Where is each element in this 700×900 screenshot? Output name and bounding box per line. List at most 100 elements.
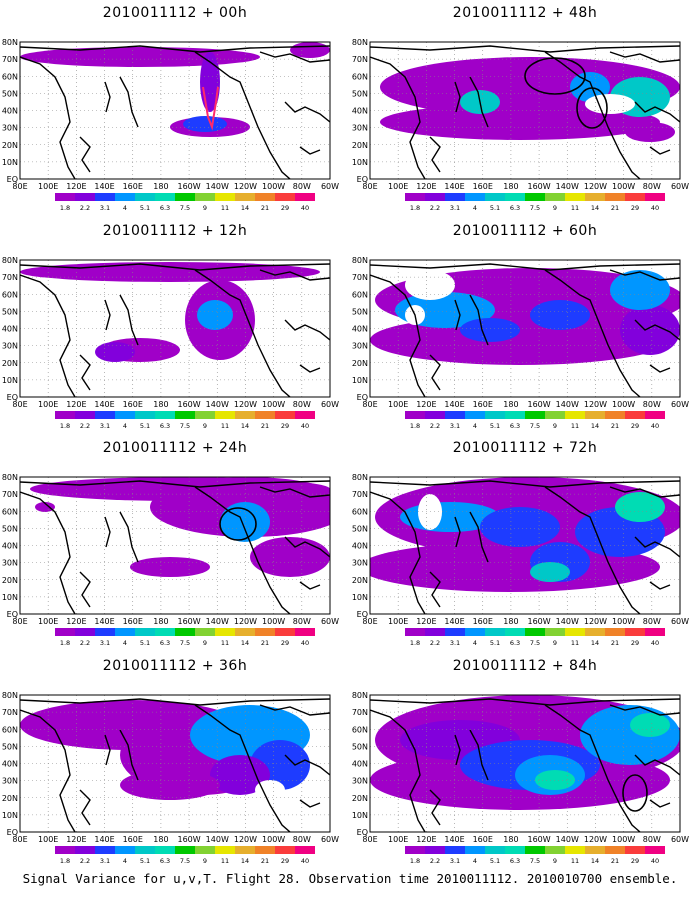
coastline [194, 704, 291, 832]
colorbar-swatch [405, 846, 425, 854]
colorbar-label: 11 [221, 857, 229, 865]
lat-tick-label: 60N [2, 72, 18, 81]
lat-tick-label: 80N [352, 473, 368, 482]
lat-tick-label: 70N [2, 490, 18, 499]
lon-tick-label: 160W [177, 182, 200, 191]
lat-tick-label: 40N [2, 760, 18, 769]
coastline [104, 734, 111, 766]
coastline [454, 734, 461, 766]
lat-tick-label: 20N [2, 141, 18, 150]
lat-tick-label: 20N [352, 794, 368, 803]
lon-tick-label: 80W [293, 835, 311, 844]
lon-tick-label: 180 [153, 400, 168, 409]
colorbar-swatch [485, 628, 505, 636]
coastline [370, 274, 426, 397]
lon-tick-label: 60W [321, 182, 339, 191]
colorbar-swatch [605, 193, 625, 201]
lat-tick-label: 40N [352, 325, 368, 334]
colorbar-swatch [115, 411, 135, 419]
colorbar-swatch [645, 846, 665, 854]
coastline [104, 516, 111, 548]
colorbar-swatch [445, 193, 465, 201]
colorbar-swatch [585, 846, 605, 854]
colorbar-label: 14 [591, 422, 599, 430]
lat-tick-label: 70N [352, 708, 368, 717]
map-frame [19, 259, 331, 398]
coastline [544, 704, 641, 832]
colorbar-swatch [505, 846, 525, 854]
colorbar-swatch [565, 193, 585, 201]
variance-gap [405, 270, 455, 300]
colorbar-label: 21 [261, 422, 269, 430]
colorbar-swatch [625, 846, 645, 854]
coastline [649, 799, 671, 808]
colorbar-label: 6.3 [160, 857, 170, 865]
colorbar-label: 14 [591, 204, 599, 212]
lat-tick-label: 60N [352, 507, 368, 516]
lat-tick-label: 70N [352, 490, 368, 499]
lon-tick-label: 100E [388, 182, 408, 191]
colorbar-label: 7.5 [180, 204, 190, 212]
coastline [284, 754, 330, 776]
colorbar-swatch [235, 846, 255, 854]
colorbar-label: 29 [281, 422, 289, 430]
colorbar-swatch [525, 628, 545, 636]
lat-tick-label: 20N [2, 576, 18, 585]
colorbar-label: 11 [221, 204, 229, 212]
colorbar-label: 3.1 [100, 639, 110, 647]
colorbar-swatch [645, 411, 665, 419]
colorbar-swatch [645, 193, 665, 201]
colorbar-label: 9 [203, 422, 207, 430]
colorbar-swatch [75, 846, 95, 854]
lat-tick-label: 10N [352, 811, 368, 820]
coastline [544, 486, 641, 614]
variance-gap [418, 494, 442, 530]
lon-tick-label: 160E [123, 400, 143, 409]
coastline [104, 299, 111, 331]
lon-tick-label: 100W [262, 617, 285, 626]
colorbar-swatch [605, 628, 625, 636]
coastline [609, 704, 680, 716]
variance-contour [210, 755, 270, 795]
lat-tick-label: 10N [352, 376, 368, 385]
lon-tick-label: 140E [444, 617, 464, 626]
lon-tick-label: 140E [444, 400, 464, 409]
colorbar-label: 40 [651, 422, 659, 430]
lat-tick-label: 80N [2, 473, 18, 482]
colorbar-label: 40 [651, 639, 659, 647]
colorbar-swatch [195, 846, 215, 854]
lon-tick-label: 120E [66, 182, 86, 191]
colorbar-label: 4 [123, 204, 127, 212]
coastline [370, 263, 680, 271]
colorbar-swatch [625, 628, 645, 636]
lat-tick-label: 30N [352, 124, 368, 133]
colorbar-label: 21 [261, 204, 269, 212]
lat-tick-label: 30N [352, 559, 368, 568]
coastline [20, 491, 76, 614]
colorbar-swatch [135, 846, 155, 854]
colorbar-label: 21 [611, 639, 619, 647]
colorbar-swatch [255, 193, 275, 201]
colorbar-swatch [275, 193, 295, 201]
coastline [259, 269, 330, 281]
colorbar-swatch [565, 846, 585, 854]
lon-tick-label: 180 [153, 182, 168, 191]
colorbar-label: 5.1 [140, 422, 150, 430]
colorbar-swatch [425, 846, 445, 854]
lon-tick-label: 120E [66, 400, 86, 409]
lat-tick-label: 40N [2, 325, 18, 334]
coastline [20, 480, 330, 488]
variance-contour [220, 502, 270, 542]
colorbar-label: 7.5 [530, 857, 540, 865]
lon-tick-label: 140W [556, 617, 579, 626]
colorbar-label: 14 [591, 857, 599, 865]
colorbar-label: 1.8 [410, 639, 420, 647]
colorbar-label: 3.1 [100, 857, 110, 865]
lon-tick-label: 140W [206, 617, 229, 626]
colorbar-swatch [275, 411, 295, 419]
colorbar-swatch [585, 628, 605, 636]
lon-tick-label: 100E [388, 617, 408, 626]
colorbar-label: 4 [473, 857, 477, 865]
